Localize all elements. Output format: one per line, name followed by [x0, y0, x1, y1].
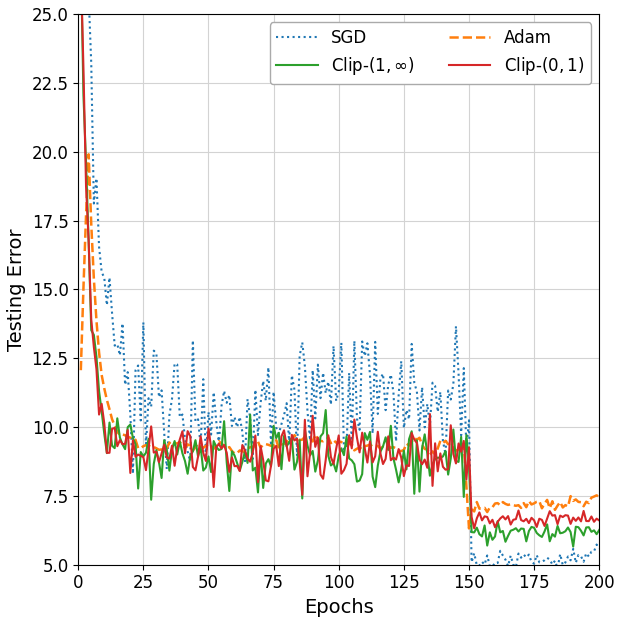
- Adam: [77, 366, 85, 374]
- Adam: [595, 494, 603, 501]
- Adam: [465, 525, 473, 532]
- Clip-$(0,1)$: [215, 441, 223, 448]
- Clip-$(0,1)$: [174, 444, 181, 452]
- SGD: [98, 268, 105, 276]
- SGD: [215, 441, 223, 448]
- Line: SGD: SGD: [81, 0, 599, 568]
- Clip-$(1,\infty)$: [108, 442, 116, 449]
- SGD: [108, 310, 116, 317]
- Adam: [557, 498, 564, 505]
- Clip-$(0,1)$: [470, 525, 478, 532]
- SGD: [551, 557, 559, 565]
- Clip-$(1,\infty)$: [570, 543, 577, 550]
- Clip-$(0,1)$: [108, 425, 116, 432]
- Adam: [101, 384, 108, 392]
- Adam: [176, 439, 183, 446]
- Clip-$(0,1)$: [554, 520, 561, 528]
- Adam: [85, 150, 93, 158]
- Legend: SGD, Clip-$(1,\infty)$, Adam, Clip-$(0,1)$: SGD, Clip-$(1,\infty)$, Adam, Clip-$(0,1…: [270, 22, 591, 84]
- Clip-$(1,\infty)$: [572, 523, 580, 530]
- Clip-$(0,1)$: [595, 517, 603, 524]
- Clip-$(1,\infty)$: [551, 533, 559, 540]
- Clip-$(1,\infty)$: [215, 446, 223, 454]
- Line: Clip-$(1,\infty)$: Clip-$(1,\infty)$: [81, 0, 599, 547]
- Adam: [575, 498, 582, 505]
- Line: Clip-$(0,1)$: Clip-$(0,1)$: [81, 0, 599, 529]
- Clip-$(0,1)$: [98, 400, 105, 407]
- X-axis label: Epochs: Epochs: [304, 598, 374, 617]
- Y-axis label: Testing Error: Testing Error: [7, 228, 26, 351]
- Clip-$(1,\infty)$: [98, 407, 105, 415]
- SGD: [595, 545, 603, 552]
- Adam: [111, 422, 118, 429]
- Adam: [218, 440, 225, 447]
- Clip-$(1,\infty)$: [595, 526, 603, 534]
- SGD: [554, 565, 561, 572]
- SGD: [572, 559, 580, 567]
- Line: Adam: Adam: [81, 154, 599, 529]
- Clip-$(1,\infty)$: [174, 451, 181, 458]
- SGD: [174, 361, 181, 368]
- Clip-$(0,1)$: [572, 517, 580, 525]
